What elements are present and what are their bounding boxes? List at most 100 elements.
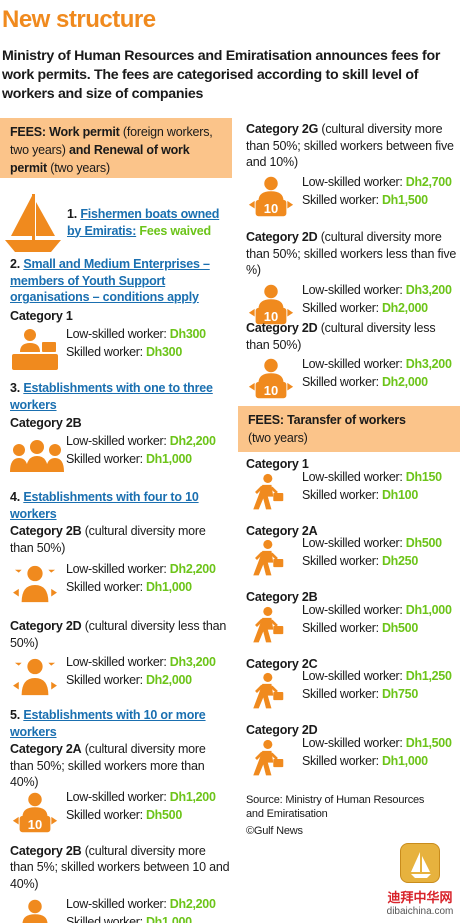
category-detail: (cultural diversity more than 50%; skill… [246,122,454,169]
category-label: Category 2D [10,619,82,633]
low-skilled-fee: Low-skilled worker: Dh150 [302,468,442,486]
low-skilled-label: Low-skilled worker: [302,669,406,683]
transfer-row: Category 1 Low-skilled worker: Dh150 Skill… [246,456,460,513]
skilled-fee: Skilled worker: Dh250 [302,552,442,570]
low-skilled-amount: Dh1,250 [405,669,452,683]
skilled-amount: Dh1,500 [381,192,428,207]
skilled-label: Skilled worker: [66,345,146,359]
low-skilled-label: Low-skilled worker: [66,327,170,341]
category-label: Category 2C [246,656,318,671]
section-4a-category: Category 2B (cultural diversity more tha… [10,523,232,556]
skilled-label: Skilled worker: [302,300,382,315]
renewal-label: and Renewal of work permit [10,143,190,175]
ten-label: 10 [27,816,43,832]
low-skilled-fee: Low-skilled worker: Dh3,200 [302,355,452,373]
category-label: Category 2D [246,723,318,737]
low-skilled-amount: Dh1,200 [169,789,216,804]
category-detail: (cultural diversity less than 50%) [10,619,227,650]
skilled-label: Skilled worker: [66,580,146,594]
skilled-fee: Skilled worker: Dh2,000 [302,373,452,391]
low-skilled-label: Low-skilled worker: [302,282,406,297]
ten-person-icon: 10 [246,175,296,219]
category-label: Category 1 [246,457,309,471]
section-3-fees: Low-skilled worker: Dh2,200 Skilled work… [10,434,232,474]
section-four-to-ten: 4. Establishments with four to 10 worker… [10,489,232,699]
walking-worker-icon [246,539,286,579]
skilled-fee: Skilled worker: Dh750 [302,685,452,703]
transfer-row: Category 2C Low-skilled worker: Dh1,250 Sk… [246,656,460,713]
skilled-fee: Skilled worker: Dh1,000 [66,913,216,923]
skilled-amount: Dh2,000 [381,375,428,389]
section-3-heading: 3. Establishments with one to three work… [10,380,232,413]
transfer-row: Category 2A Low-skilled worker: Dh500 Skil… [246,523,460,580]
section-5-number: 5. [10,708,24,722]
transfer-fees: Low-skilled worker: Dh1,250 Skilled worke… [246,669,460,712]
transfer-category: Category 2B [246,589,460,606]
skilled-amount: Dh250 [381,554,418,568]
watermark-logo: 迪拜中华网 dibaichina.com [382,843,458,921]
low-skilled-label: Low-skilled worker: [66,897,170,911]
low-skilled-label: Low-skilled worker: [302,735,406,750]
low-skilled-amount: Dh3,200 [405,357,452,371]
watermark-chinese-text: 迪拜中华网 [387,891,453,906]
section-one-to-three: 3. Establishments with one to three work… [10,380,232,474]
low-skilled-label: Low-skilled worker: [302,602,406,617]
low-skilled-fee: Low-skilled worker: Dh3,200 [66,653,216,671]
section-3-category: Category 2B [10,415,232,432]
low-skilled-fee: Low-skilled worker: Dh500 [302,534,442,552]
transfer-fees: Low-skilled worker: Dh1,000 Skilled worke… [246,602,460,646]
low-skilled-amount: Dh3,200 [405,282,452,297]
skilled-label: Skilled worker: [66,915,146,923]
low-skilled-amount: Dh300 [169,327,206,341]
person-arrows-icon [10,657,60,699]
low-skilled-amount: Dh500 [405,536,442,550]
category-2d-fees: 10 Low-skilled worker: Dh3,200 Skilled w… [246,283,460,327]
low-skilled-amount: Dh2,200 [169,562,216,576]
section-5b-fees: 10 Low-skilled worker: Dh2,200 Skilled w… [10,897,232,923]
person-ten-icon [10,898,60,923]
section-4b-fees: Low-skilled worker: Dh3,200 Skilled work… [10,655,232,699]
work-permit-detail: (foreign workers, two years) [10,125,213,157]
skilled-fee: Skilled worker: Dh1,000 [302,752,452,770]
skilled-label: Skilled worker: [302,192,382,207]
section-1-link[interactable]: Fishermen boats owned by Emiratis: [67,207,220,238]
low-skilled-fee: Low-skilled worker: Dh1,200 [66,788,216,806]
low-skilled-amount: Dh3,200 [169,655,216,669]
low-skilled-label: Low-skilled worker: [66,433,170,448]
skilled-amount: Dh100 [381,487,418,502]
section-4-link[interactable]: Establishments with four to 10 workers [10,490,199,521]
skilled-label: Skilled worker: [302,620,382,635]
low-skilled-fee: Low-skilled worker: Dh1,250 [302,667,452,685]
category-detail: (cultural diversity more than 50%; skill… [246,230,457,277]
transfer-fees: Low-skilled worker: Dh150 Skilled worker:… [246,470,460,513]
section-ten-or-more: 5. Establishments with 10 or more worker… [10,707,232,923]
three-people-icon [10,439,64,472]
person-arrows-icon [10,564,60,606]
category-label: Category 2B [10,416,82,430]
low-skilled-amount: Dh1,500 [405,735,452,750]
skilled-fee: Skilled worker: Dh2,000 [302,299,452,317]
skilled-amount: Dh750 [381,687,418,701]
transfer-row: Category 2D Low-skilled worker: Dh1,500 Sk… [246,722,460,779]
low-skilled-amount: Dh150 [405,469,442,484]
category-label: Category 2D [246,321,318,335]
skilled-amount: Dh1,000 [381,753,428,768]
skilled-amount: Dh1,000 [145,451,192,466]
category-label: Category 2B [10,524,82,538]
section-5-link[interactable]: Establishments with 10 or more workers [10,708,206,739]
section-2-link[interactable]: Small and Medium Enterprises – members o… [10,257,210,304]
transfer-category: Category 2A [246,523,460,540]
section-5a-fees: 10 Low-skilled worker: Dh1,200 Skilled w… [10,788,232,835]
right-category-2g: Category 2G (cultural diversity more tha… [246,121,460,219]
section-3-link[interactable]: Establishments with one to three workers [10,381,213,412]
category-label: Category 2A [246,523,318,538]
low-skilled-fee: Low-skilled worker: Dh2,200 [66,560,216,578]
category-2g-fees: 10 Low-skilled worker: Dh2,700 Skilled w… [246,175,460,219]
skilled-fee: Skilled worker: Dh2,000 [66,671,216,689]
ten-person-icon: 10 [246,283,296,327]
ten-label: 10 [263,383,279,398]
section-2-heading: 2. Small and Medium Enterprises – member… [10,256,232,306]
work-permit-label: Work permit [49,125,120,139]
skilled-fee: Skilled worker: Dh1,000 [66,578,216,596]
transfer-detail: (two years) [248,431,308,445]
